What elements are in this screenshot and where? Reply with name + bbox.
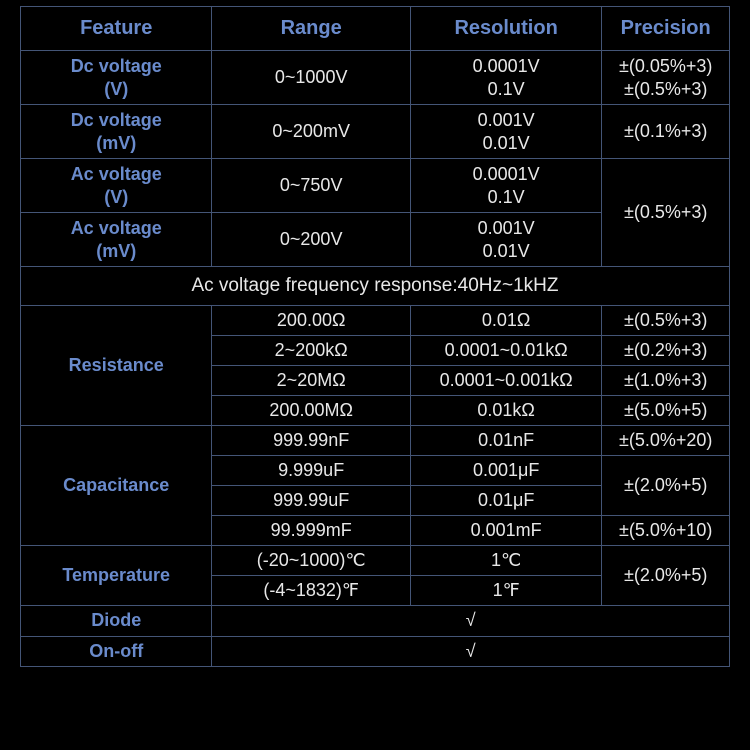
- feature-capacitance: Capacitance: [21, 426, 212, 546]
- row-resistance-1: Resistance 200.00Ω 0.01Ω ±(0.5%+3): [21, 306, 730, 336]
- res-cap-3: 0.01μF: [410, 486, 601, 516]
- feature-dc-v: Dc voltage(V): [21, 51, 212, 105]
- prec-cap-4: ±(5.0%+10): [602, 516, 730, 546]
- res-res-4: 0.01kΩ: [410, 396, 601, 426]
- feature-dc-mv: Dc voltage(mV): [21, 105, 212, 159]
- res-ac-mv: 0.001V0.01V: [410, 213, 601, 267]
- res-temp-2: 1℉: [410, 576, 601, 606]
- row-ac-v: Ac voltage(V) 0~750V 0.0001V0.1V ±(0.5%+…: [21, 159, 730, 213]
- feature-ac-mv: Ac voltage(mV): [21, 213, 212, 267]
- res-cap-2: 0.001μF: [410, 456, 601, 486]
- row-dc-v: Dc voltage(V) 0~1000V 0.0001V0.1V ±(0.05…: [21, 51, 730, 105]
- res-dc-v: 0.0001V0.1V: [410, 51, 601, 105]
- range-cap-1: 999.99nF: [212, 426, 411, 456]
- res-cap-4: 0.001mF: [410, 516, 601, 546]
- feature-diode: Diode: [21, 606, 212, 637]
- prec-cap-23: ±(2.0%+5): [602, 456, 730, 516]
- range-ac-v: 0~750V: [212, 159, 411, 213]
- prec-res-4: ±(5.0%+5): [602, 396, 730, 426]
- range-cap-2: 9.999uF: [212, 456, 411, 486]
- prec-res-3: ±(1.0%+3): [602, 366, 730, 396]
- row-temperature-1: Temperature (-20~1000)℃ 1℃ ±(2.0%+5): [21, 546, 730, 576]
- range-temp-2: (-4~1832)℉: [212, 576, 411, 606]
- res-cap-1: 0.01nF: [410, 426, 601, 456]
- header-feature: Feature: [21, 7, 212, 51]
- res-temp-1: 1℃: [410, 546, 601, 576]
- feature-temperature: Temperature: [21, 546, 212, 606]
- range-dc-mv: 0~200mV: [212, 105, 411, 159]
- header-resolution: Resolution: [410, 7, 601, 51]
- prec-dc-v: ±(0.05%+3)±(0.5%+3): [602, 51, 730, 105]
- range-temp-1: (-20~1000)℃: [212, 546, 411, 576]
- res-res-2: 0.0001~0.01kΩ: [410, 336, 601, 366]
- row-onoff: On-off √: [21, 636, 730, 667]
- range-res-1: 200.00Ω: [212, 306, 411, 336]
- range-dc-v: 0~1000V: [212, 51, 411, 105]
- header-precision: Precision: [602, 7, 730, 51]
- range-res-3: 2~20MΩ: [212, 366, 411, 396]
- prec-res-1: ±(0.5%+3): [602, 306, 730, 336]
- prec-ac-shared: ±(0.5%+3): [602, 159, 730, 267]
- res-ac-v: 0.0001V0.1V: [410, 159, 601, 213]
- row-note: Ac voltage frequency response:40Hz~1kHZ: [21, 267, 730, 306]
- range-cap-3: 999.99uF: [212, 486, 411, 516]
- prec-res-2: ±(0.2%+3): [602, 336, 730, 366]
- prec-temp: ±(2.0%+5): [602, 546, 730, 606]
- res-res-3: 0.0001~0.001kΩ: [410, 366, 601, 396]
- prec-dc-mv: ±(0.1%+3): [602, 105, 730, 159]
- row-capacitance-1: Capacitance 999.99nF 0.01nF ±(5.0%+20): [21, 426, 730, 456]
- prec-cap-1: ±(5.0%+20): [602, 426, 730, 456]
- value-diode: √: [212, 606, 730, 637]
- res-dc-mv: 0.001V0.01V: [410, 105, 601, 159]
- feature-ac-v: Ac voltage(V): [21, 159, 212, 213]
- row-diode: Diode √: [21, 606, 730, 637]
- spec-table: Feature Range Resolution Precision Dc vo…: [20, 6, 730, 667]
- feature-resistance: Resistance: [21, 306, 212, 426]
- res-res-1: 0.01Ω: [410, 306, 601, 336]
- header-row: Feature Range Resolution Precision: [21, 7, 730, 51]
- range-cap-4: 99.999mF: [212, 516, 411, 546]
- row-dc-mv: Dc voltage(mV) 0~200mV 0.001V0.01V ±(0.1…: [21, 105, 730, 159]
- range-ac-mv: 0~200V: [212, 213, 411, 267]
- feature-onoff: On-off: [21, 636, 212, 667]
- header-range: Range: [212, 7, 411, 51]
- range-res-2: 2~200kΩ: [212, 336, 411, 366]
- value-onoff: √: [212, 636, 730, 667]
- range-res-4: 200.00MΩ: [212, 396, 411, 426]
- note-text: Ac voltage frequency response:40Hz~1kHZ: [21, 267, 730, 306]
